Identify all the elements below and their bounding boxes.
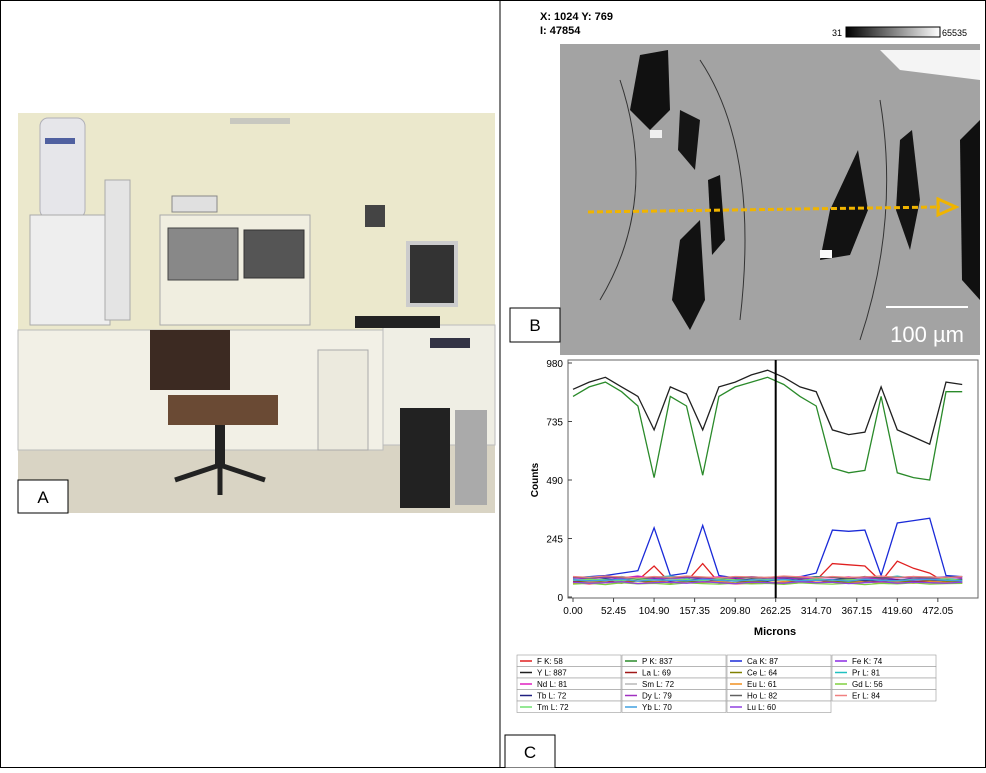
legend-label: Tb L: 72 (537, 692, 567, 701)
scale-bar-label: 100 µm (890, 322, 964, 347)
legend-label: La L: 69 (642, 669, 671, 678)
y-tick-label: 490 (546, 476, 563, 487)
legend-cell (622, 690, 726, 702)
legend-cell (727, 667, 831, 679)
x-tick-label: 157.35 (679, 606, 710, 617)
legend-cell (517, 690, 621, 702)
legend-label: Fe K: 74 (852, 657, 883, 666)
x-tick-label: 52.45 (601, 606, 626, 617)
photo-a (18, 113, 495, 513)
y-axis-label: Counts (530, 462, 541, 497)
plot-area (568, 360, 978, 598)
legend-label: Tm L: 72 (537, 703, 569, 712)
legend-cell (832, 690, 936, 702)
legend-cell (517, 667, 621, 679)
legend-label: Gd L: 56 (852, 680, 883, 689)
panel-label: B (529, 316, 540, 335)
legend-label: Dy L: 79 (642, 692, 672, 701)
x-tick-label: 472.05 (923, 606, 954, 617)
legend-cell (727, 655, 831, 667)
x-tick-label: 209.80 (720, 606, 751, 617)
legend-cell (727, 690, 831, 702)
legend-label: Nd L: 81 (537, 680, 568, 689)
legend-label: Sm L: 72 (642, 680, 675, 689)
panel-label: A (37, 488, 49, 507)
legend-label: F K: 58 (537, 657, 563, 666)
y-tick-label: 980 (546, 359, 563, 370)
x-tick-label: 262.25 (760, 606, 791, 617)
legend-cell (832, 667, 936, 679)
legend-label: Lu L: 60 (747, 703, 776, 712)
legend-label: Ca K: 87 (747, 657, 779, 666)
scale-max: 65535 (942, 28, 967, 38)
legend-label: Y L: 887 (537, 669, 567, 678)
legend-label: Ho L: 82 (747, 692, 778, 701)
cursor-position: X: 1024 Y: 769 (540, 11, 613, 23)
legend-cell (517, 678, 621, 690)
gray-scale (846, 27, 940, 37)
y-tick-label: 245 (546, 535, 563, 546)
scale-min: 31 (832, 28, 842, 38)
legend-cell (832, 678, 936, 690)
legend-label: Pr L: 81 (852, 669, 881, 678)
intensity: I: 47854 (540, 25, 581, 37)
legend-cell (727, 701, 831, 713)
legend-label: Yb L: 70 (642, 703, 672, 712)
legend-cell (517, 655, 621, 667)
x-tick-label: 104.90 (639, 606, 670, 617)
image-b (560, 44, 980, 355)
y-tick-label: 735 (546, 418, 563, 429)
legend-cell (622, 655, 726, 667)
legend-cell (622, 701, 726, 713)
x-tick-label: 314.70 (801, 606, 832, 617)
y-tick-label: 0 (557, 593, 563, 604)
figure: A X: 1024 Y: 769 I: 47854 31 65535 100 µ… (0, 0, 986, 768)
legend-cell (622, 667, 726, 679)
legend-cell (832, 655, 936, 667)
legend-cell (517, 701, 621, 713)
legend-label: Eu L: 61 (747, 680, 777, 689)
legend-label: Er L: 84 (852, 692, 881, 701)
x-tick-label: 367.15 (841, 606, 872, 617)
legend-label: P K: 837 (642, 657, 673, 666)
x-tick-label: 419.60 (882, 606, 913, 617)
panel-label: C (524, 743, 536, 762)
legend-cell (727, 678, 831, 690)
x-axis-label: Microns (754, 626, 796, 638)
x-tick-label: 0.00 (563, 606, 583, 617)
legend-label: Ce L: 64 (747, 669, 778, 678)
